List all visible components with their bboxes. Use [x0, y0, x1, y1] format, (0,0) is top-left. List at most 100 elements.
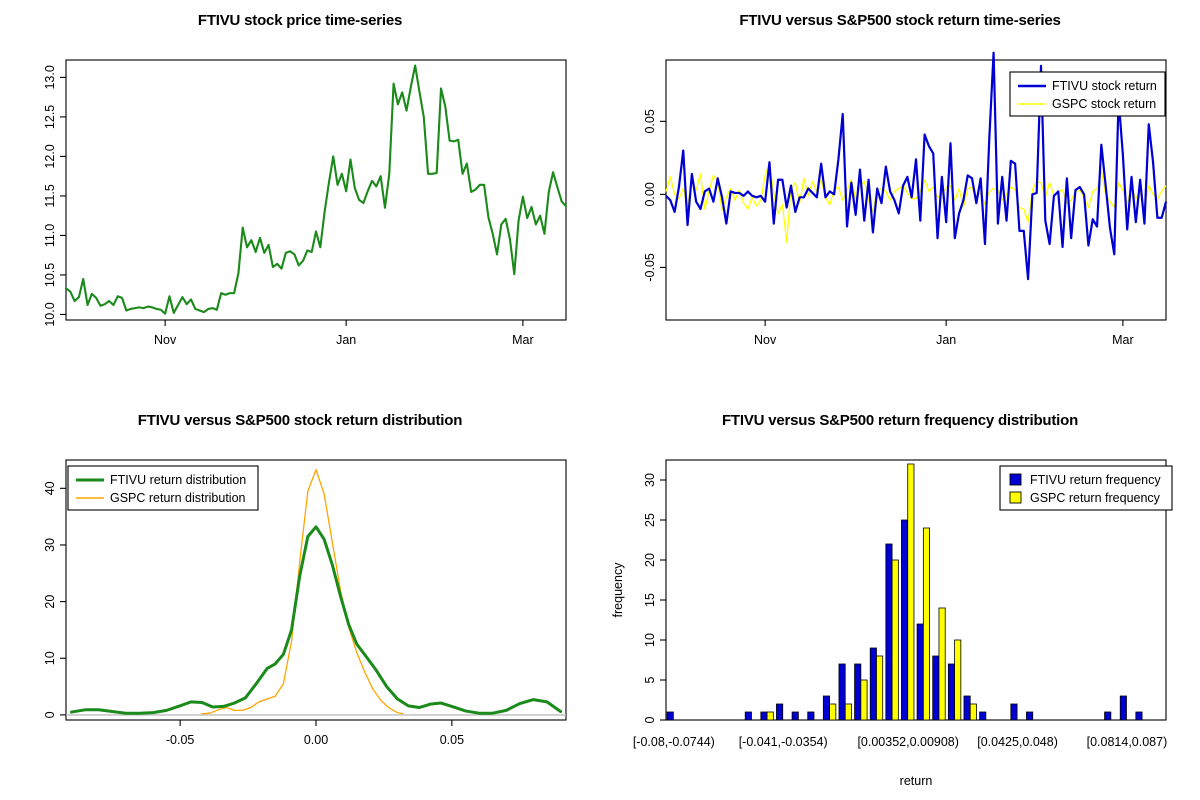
- bar-ftivu: [1119, 695, 1127, 721]
- x-tick-label: Jan: [936, 333, 956, 347]
- y-tick-label: 30: [43, 538, 57, 552]
- x-tick-label: Nov: [754, 333, 777, 347]
- bar-gspc: [829, 703, 837, 721]
- plot-frame: [665, 459, 1167, 721]
- bar-ftivu: [1026, 711, 1034, 721]
- histogram-chart-svg: 0 5 10 15 20 25 30 frequency return [-0.08,-0.074…: [611, 459, 1173, 788]
- bar-ftivu: [885, 543, 893, 721]
- x-tick-label: [0.0814,0.087): [1087, 735, 1168, 749]
- y-tick-label: 11.5: [43, 184, 57, 207]
- x-tick-label: Mar: [512, 333, 534, 347]
- x-tick-label: [0.00352,0.00908): [857, 735, 958, 749]
- bar-ftivu: [744, 711, 752, 721]
- ftivu-return-line: [665, 51, 1168, 281]
- y-tick-label: 10.0: [43, 302, 57, 326]
- x-tick-label: 0.05: [440, 733, 464, 747]
- x-tick-label: [0.0425,0.048): [977, 735, 1058, 749]
- panel-return-title: FTIVU versus S&P500 stock return time-se…: [739, 11, 1061, 29]
- x-tick-label: [-0.041,-0.0354): [739, 735, 828, 749]
- y-tick-label: 12.0: [43, 144, 57, 168]
- y-tick-label: 30: [643, 473, 657, 487]
- bar-ftivu: [1104, 711, 1112, 721]
- x-tick-label: Jan: [336, 333, 356, 347]
- bar-ftivu: [776, 703, 784, 721]
- y-tick-label: 0: [43, 711, 57, 718]
- price-line: [64, 64, 568, 315]
- bar-gspc: [844, 703, 852, 721]
- bar-ftivu: [760, 711, 768, 721]
- bar-ftivu: [979, 711, 987, 721]
- price-chart-svg: 10.0 10.5 11.0 11.5 12.0 12.5 13.0 Nov Jan Mar: [43, 59, 568, 347]
- x-tick-label: 0.00: [304, 733, 328, 747]
- bar-gspc: [938, 607, 946, 721]
- y-tick-label: -0.05: [643, 253, 657, 282]
- y-tick-label: 0: [643, 716, 657, 723]
- y-tick-label: 25: [643, 513, 657, 527]
- bar-gspc: [922, 527, 930, 721]
- panel-return-timeseries: FTIVU versus S&P500 stock return time-se…: [600, 0, 1200, 400]
- legend-swatch-0: [1009, 473, 1022, 486]
- y-tick-label: 5: [643, 676, 657, 683]
- legend-label-1: GSPC stock return: [1052, 97, 1156, 111]
- panel-return-frequency: FTIVU versus S&P500 return frequency dis…: [600, 400, 1200, 800]
- plot-frame: [65, 59, 567, 321]
- legend-label-0: FTIVU return frequency: [1030, 473, 1161, 487]
- y-tick-label: 0.00: [643, 182, 657, 206]
- y-axis-label: frequency: [611, 562, 625, 618]
- legend-box: [1009, 71, 1166, 117]
- bar-ftivu: [963, 695, 971, 721]
- bar-ftivu: [1135, 711, 1143, 721]
- density-chart-svg: 0 10 20 30 40 -0.05 0.00 0.05 FTIVU return dist…: [43, 459, 567, 747]
- panel-return-distribution: FTIVU versus S&P500 stock return distrib…: [0, 400, 600, 800]
- bar-ftivu: [916, 623, 924, 721]
- y-tick-label: 11.0: [43, 224, 57, 247]
- y-tick-label: 15: [643, 593, 657, 607]
- bar-ftivu: [807, 711, 815, 721]
- y-tick-label: 0.05: [643, 109, 657, 133]
- y-tick-label: 13.0: [43, 65, 57, 89]
- bar-gspc: [876, 655, 884, 721]
- panel-density-title: FTIVU versus S&P500 stock return distrib…: [137, 411, 463, 429]
- bar-ftivu: [791, 711, 799, 721]
- bar-gspc: [860, 679, 868, 721]
- bar-ftivu: [901, 519, 909, 721]
- bar-ftivu: [854, 663, 862, 721]
- bar-gspc: [907, 463, 915, 721]
- return-chart-svg: -0.05 0.00 0.05 Nov Jan Mar FTIVU stock retur…: [643, 51, 1168, 347]
- bar-gspc: [891, 559, 899, 721]
- bar-gspc: [969, 703, 977, 721]
- ftivu-density-line: [69, 525, 563, 715]
- y-tick-label: 20: [43, 595, 57, 609]
- gspc-return-line: [665, 163, 1167, 244]
- x-axis-label: return: [900, 774, 933, 788]
- x-tick-label: Mar: [1112, 333, 1134, 347]
- gspc-density-line: [201, 468, 404, 715]
- bar-ftivu: [947, 663, 955, 721]
- y-tick-label: 10: [643, 633, 657, 647]
- bar-ftivu: [666, 711, 674, 721]
- legend-box: [67, 465, 259, 511]
- legend-label-1: GSPC return distribution: [110, 491, 246, 505]
- bar-ftivu: [838, 663, 846, 721]
- bar-ftivu: [869, 647, 877, 721]
- panel-price-title: FTIVU stock price time-series: [197, 11, 403, 29]
- x-tick-label: Nov: [154, 333, 177, 347]
- legend-swatch-1: [1009, 491, 1022, 504]
- legend-box: [999, 465, 1173, 511]
- y-tick-label: 10.5: [43, 263, 57, 287]
- legend-label-0: FTIVU stock return: [1052, 79, 1157, 93]
- bar-ftivu: [1010, 703, 1018, 721]
- y-tick-label: 10: [43, 651, 57, 665]
- legend-label-1: GSPC return frequency: [1030, 491, 1161, 505]
- y-tick-label: 20: [643, 553, 657, 567]
- bar-ftivu: [932, 655, 940, 721]
- y-tick-label: 40: [43, 481, 57, 495]
- y-tick-label: 12.5: [43, 105, 57, 129]
- legend-label-0: FTIVU return distribution: [110, 473, 246, 487]
- bar-gspc: [766, 711, 774, 721]
- panel-price-timeseries: FTIVU stock price time-series 10.0 10.5 11…: [0, 0, 600, 400]
- panel-histogram-title: FTIVU versus S&P500 return frequency dis…: [721, 411, 1079, 429]
- bar-ftivu: [822, 695, 830, 721]
- x-tick-label: -0.05: [166, 733, 195, 747]
